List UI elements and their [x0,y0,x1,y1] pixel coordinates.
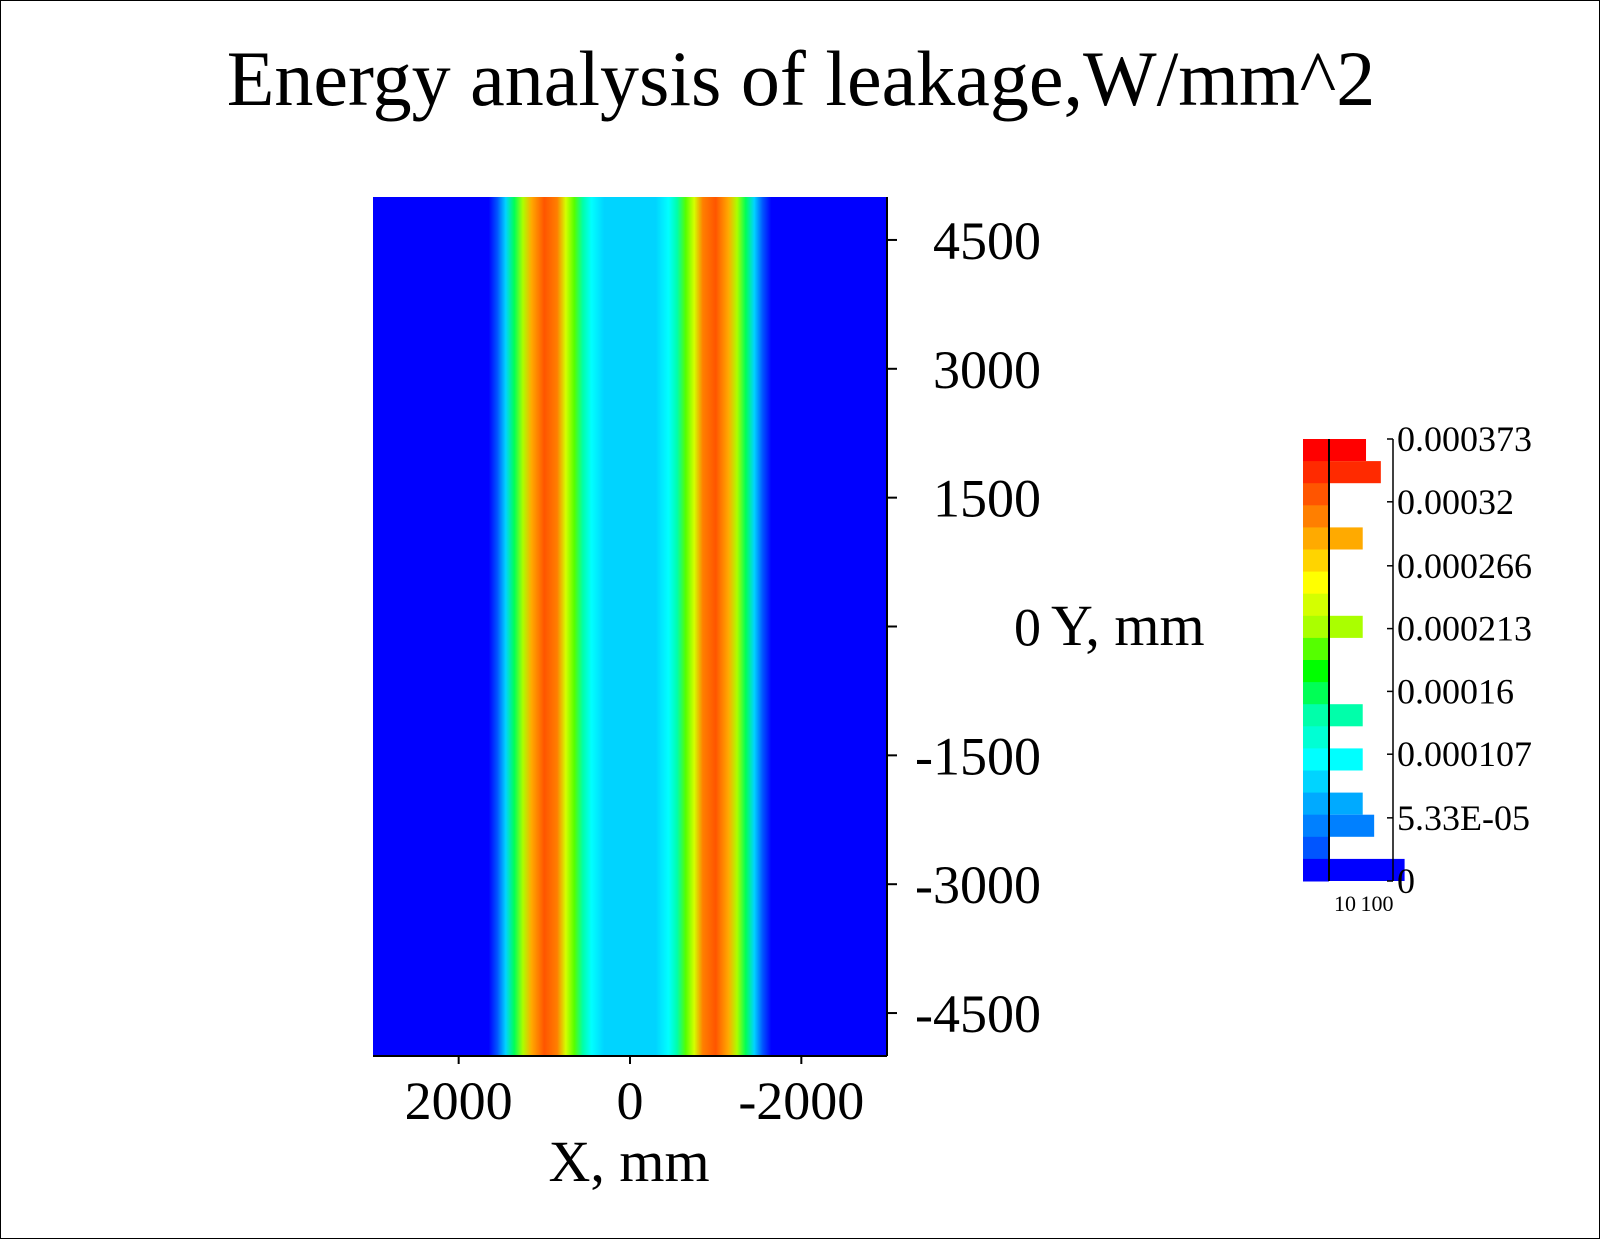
colorbar-tick-label: 0.000213 [1397,609,1532,649]
colorbar-histogram-bar [1329,439,1367,462]
colorbar: 0.000373 0.00032 0.000266 0.000213 0.00016 0.… [1303,419,1532,916]
colorbar-histogram-bar [1329,814,1375,837]
colorbar-band [1303,858,1329,882]
colorbar-tick-label: 0 [1397,861,1415,901]
colorbar-tick-label: 0.00032 [1397,482,1514,522]
colorbar-histogram-bar [1329,858,1405,881]
colorbar-histogram-bar [1329,461,1381,484]
colorbar-tick-label: 0.000266 [1397,546,1532,586]
colorbar-band [1303,770,1329,794]
heatmap-field [373,197,887,1056]
y-tick-label: -3000 [915,855,1041,915]
colorbar-band [1303,483,1329,506]
colorbar-tick-label: 0.000107 [1397,734,1532,774]
colorbar-band [1303,527,1329,550]
x-tick-label: -2000 [738,1071,864,1131]
colorbar-band [1303,836,1329,860]
colorbar-histogram-bar [1329,792,1363,815]
y-tick-label: 4500 [933,211,1041,271]
y-axis-ticks: 4500 3000 1500 0 -1500 -3000 -4500 [887,211,1041,1044]
y-tick-label: -4500 [915,984,1041,1044]
colorbar-histogram-bar [1329,527,1363,550]
plot-area [373,197,888,1057]
colorbar-band [1303,593,1329,617]
x-axis-label: X, mm [548,1129,709,1194]
colorbar-band [1303,549,1329,573]
colorbar-histogram-bar [1329,704,1363,727]
y-tick-label: 1500 [933,469,1041,529]
colorbar-band [1303,682,1329,705]
colorbar-band [1303,637,1329,661]
x-tick-label: 0 [617,1071,644,1131]
colorbar-band [1303,505,1329,528]
colorbar-band [1303,615,1329,639]
colorbar-tick-label: 0.00016 [1397,671,1514,711]
histogram-axis-label: 10 [1334,891,1356,916]
colorbar-band [1303,660,1329,683]
colorbar-band [1303,748,1329,771]
colorbar-band [1303,814,1329,838]
colorbar-tick-label: 0.000373 [1397,419,1532,459]
y-tick-label: -1500 [915,726,1041,786]
colorbar-band [1303,439,1329,462]
y-axis-label: Y, mm [1051,593,1205,658]
histogram-axis-label: 100 [1361,891,1394,916]
colorbar-band [1303,704,1329,727]
chart-title: Energy analysis of leakage,W/mm^2 [227,35,1375,122]
x-tick-label: 2000 [405,1071,513,1131]
colorbar-histogram-bar [1329,615,1363,638]
colorbar-band [1303,726,1329,749]
y-tick-label: 0 [1014,598,1041,658]
x-axis-ticks: 2000 0 -2000 [405,1056,864,1131]
colorbar-band [1303,571,1329,595]
colorbar-band [1303,461,1329,484]
colorbar-band [1303,792,1329,816]
colorbar-tick-label: 5.33E-05 [1397,798,1530,838]
y-tick-label: 3000 [933,340,1041,400]
colorbar-histogram-bar [1329,748,1363,771]
